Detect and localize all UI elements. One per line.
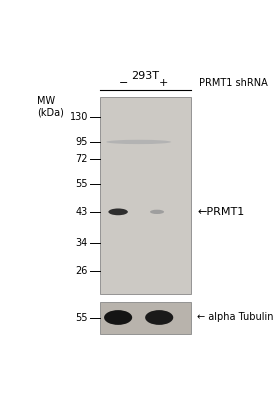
Text: 34: 34 <box>76 238 88 248</box>
Text: 43: 43 <box>76 207 88 217</box>
FancyBboxPatch shape <box>100 97 191 294</box>
Text: ← alpha Tubulin: ← alpha Tubulin <box>197 312 273 322</box>
Text: ←PRMT1: ←PRMT1 <box>197 207 244 217</box>
Text: −: − <box>119 78 128 88</box>
Text: 26: 26 <box>76 266 88 276</box>
FancyBboxPatch shape <box>100 302 191 334</box>
Text: 55: 55 <box>75 314 88 324</box>
Text: 293T: 293T <box>131 71 159 81</box>
Ellipse shape <box>145 310 173 325</box>
Text: 72: 72 <box>75 154 88 164</box>
Ellipse shape <box>106 140 171 144</box>
Text: 55: 55 <box>75 179 88 189</box>
Text: MW
(kDa): MW (kDa) <box>37 96 64 117</box>
Text: 130: 130 <box>69 112 88 122</box>
Ellipse shape <box>104 310 132 325</box>
Text: 95: 95 <box>76 137 88 147</box>
Ellipse shape <box>108 208 128 215</box>
Ellipse shape <box>150 210 164 214</box>
Text: +: + <box>159 78 168 88</box>
Text: PRMT1 shRNA: PRMT1 shRNA <box>199 78 268 88</box>
